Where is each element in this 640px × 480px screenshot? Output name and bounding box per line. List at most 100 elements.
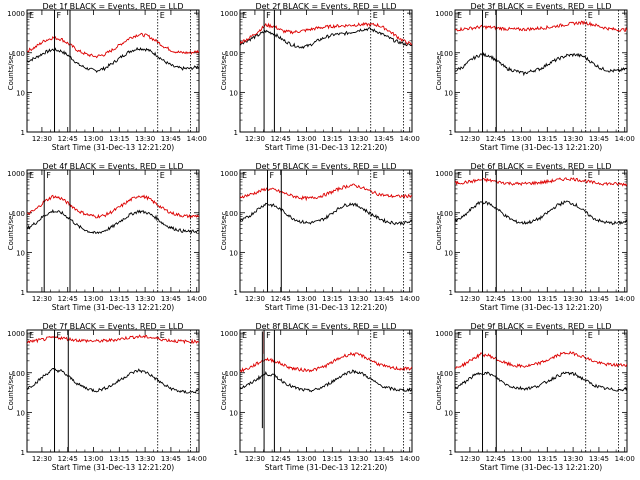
panel-title: Det 8f BLACK = Events, RED = LLD xyxy=(255,322,396,331)
x-tick-label: 13:45 xyxy=(589,295,609,303)
series-group xyxy=(455,177,627,226)
marker-e-label: E xyxy=(457,171,462,180)
x-tick-label: 12:45 xyxy=(58,135,78,143)
x-tick-label: 14:00 xyxy=(187,135,207,143)
detector-panel: Det 9f BLACK = Events, RED = LLD 1 10 100 10… xyxy=(435,322,635,472)
x-tick-label: 13:15 xyxy=(537,135,557,143)
lld-series-line xyxy=(27,32,199,59)
x-tick-label: 12:30 xyxy=(32,135,52,143)
y-tick-label: 1000 xyxy=(7,170,25,178)
panel-title: Det 3f BLACK = Events, RED = LLD xyxy=(470,2,611,11)
y-tick-label: 1 xyxy=(21,129,25,137)
x-tick-label: 13:00 xyxy=(296,455,316,463)
plot-frame xyxy=(454,9,628,133)
marker-e-label: E xyxy=(160,171,165,180)
x-tick-label: 13:45 xyxy=(161,295,181,303)
x-tick-label: 14:00 xyxy=(187,455,207,463)
x-tick-label: 13:00 xyxy=(296,295,316,303)
x-tick-label: 12:30 xyxy=(460,455,480,463)
y-tick-label: 10 xyxy=(444,409,453,417)
x-tick-label: 12:30 xyxy=(245,455,265,463)
x-axis-label: Start Time (31-Dec-13 12:21:20) xyxy=(52,303,174,312)
detector-panel: Det 8f BLACK = Events, RED = LLD 1 10 100 10… xyxy=(220,322,420,472)
plot-frame xyxy=(239,9,413,133)
lld-series-line xyxy=(455,20,627,32)
y-tick-label: 100 xyxy=(440,210,453,218)
y-tick-label: 10 xyxy=(16,89,25,97)
y-tick-label: 100 xyxy=(440,370,453,378)
x-tick-label: 14:00 xyxy=(615,295,635,303)
panel-title: Det 6f BLACK = Events, RED = LLD xyxy=(470,162,611,171)
x-tick-label: 14:00 xyxy=(187,295,207,303)
marker-e-label: E xyxy=(588,171,593,180)
x-axis-label: Start Time (31-Dec-13 12:21:20) xyxy=(480,143,602,152)
x-tick-label: 14:00 xyxy=(400,135,420,143)
x-tick-label: 13:15 xyxy=(322,135,342,143)
marker-f-label: F xyxy=(57,11,62,20)
series-group xyxy=(240,183,412,226)
x-tick-label: 13:45 xyxy=(374,295,394,303)
plot-frame xyxy=(26,169,200,293)
panel-title: Det 2f BLACK = Events, RED = LLD xyxy=(255,2,396,11)
marker-e-label: E xyxy=(373,11,378,20)
x-tick-label: 13:15 xyxy=(322,295,342,303)
marker-f-label: F xyxy=(57,331,62,340)
y-tick-label: 1000 xyxy=(220,10,238,18)
marker-e-label: E xyxy=(588,331,593,340)
y-tick-label: 10 xyxy=(16,409,25,417)
y-tick-label: 1 xyxy=(21,289,25,297)
series-group xyxy=(240,21,412,49)
x-tick-label: 13:15 xyxy=(109,135,129,143)
x-tick-label: 13:15 xyxy=(537,295,557,303)
lld-series-line xyxy=(455,177,627,187)
marker-e-label: E xyxy=(373,171,378,180)
marker-e-label: E xyxy=(160,331,165,340)
y-axis-label: Counts/sec xyxy=(435,52,443,91)
x-tick-label: 13:15 xyxy=(109,295,129,303)
events-series-line xyxy=(27,46,199,73)
series-group xyxy=(27,32,199,73)
detector-panel: Det 4f BLACK = Events, RED = LLD 1 10 100 10… xyxy=(7,162,207,312)
x-tick-label: 13:45 xyxy=(374,455,394,463)
marker-e-label: E xyxy=(242,171,247,180)
events-series-line xyxy=(455,52,627,77)
x-tick-label: 13:30 xyxy=(348,295,368,303)
detector-panel: Det 3f BLACK = Events, RED = LLD 1 10 100 10… xyxy=(435,2,635,152)
plot-frame xyxy=(239,329,413,453)
x-tick-label: 13:30 xyxy=(348,135,368,143)
detector-panel: Det 2f BLACK = Events, RED = LLD 1 10 100 10… xyxy=(220,2,420,152)
y-tick-label: 100 xyxy=(12,370,25,378)
y-tick-label: 10 xyxy=(444,249,453,257)
x-tick-label: 12:30 xyxy=(460,135,480,143)
x-tick-label: 14:00 xyxy=(400,295,420,303)
x-tick-label: 13:30 xyxy=(348,455,368,463)
marker-e-label: E xyxy=(457,11,462,20)
y-tick-label: 100 xyxy=(225,210,238,218)
x-axis-label: Start Time (31-Dec-13 12:21:20) xyxy=(265,143,387,152)
events-series-line xyxy=(240,27,412,49)
x-axis-label: Start Time (31-Dec-13 12:21:20) xyxy=(480,303,602,312)
events-series-line xyxy=(27,368,199,394)
x-tick-label: 12:30 xyxy=(460,295,480,303)
x-tick-label: 13:15 xyxy=(537,455,557,463)
y-axis-label: Counts/sec xyxy=(7,212,15,251)
y-tick-label: 1 xyxy=(449,449,453,457)
x-tick-label: 13:00 xyxy=(296,135,316,143)
marker-e-label: E xyxy=(457,331,462,340)
y-tick-label: 100 xyxy=(225,370,238,378)
x-tick-label: 13:15 xyxy=(322,455,342,463)
x-tick-label: 13:00 xyxy=(511,455,531,463)
plot-frame xyxy=(454,169,628,293)
x-tick-label: 13:45 xyxy=(589,455,609,463)
x-tick-label: 13:45 xyxy=(589,135,609,143)
marker-f-label: F xyxy=(270,171,275,180)
lld-series-line xyxy=(240,183,412,202)
y-tick-label: 100 xyxy=(440,50,453,58)
x-tick-label: 12:45 xyxy=(486,455,506,463)
series-group xyxy=(27,194,199,235)
y-tick-label: 100 xyxy=(12,210,25,218)
y-tick-label: 10 xyxy=(229,249,238,257)
series-group xyxy=(455,350,627,392)
x-tick-label: 13:00 xyxy=(511,135,531,143)
x-tick-label: 13:00 xyxy=(83,135,103,143)
